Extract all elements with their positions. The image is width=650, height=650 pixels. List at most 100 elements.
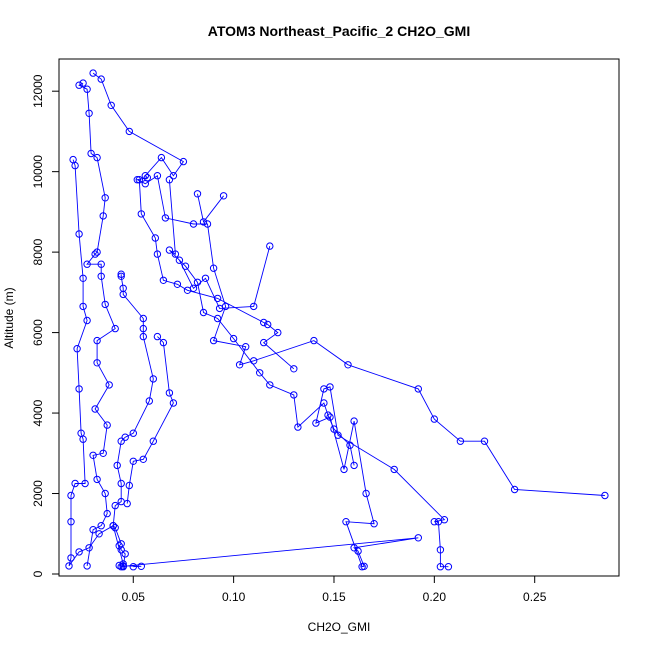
data-point [83, 316, 91, 325]
data-point [75, 548, 83, 556]
data-point [434, 518, 443, 526]
series-9 [193, 190, 228, 226]
data-point [137, 562, 146, 570]
data-point [370, 520, 378, 528]
data-point [119, 290, 127, 299]
data-point [430, 518, 438, 526]
x-tick-label: 0.15 [322, 590, 346, 604]
data-point [346, 441, 354, 449]
data-point [149, 437, 158, 445]
data-point [199, 218, 208, 226]
data-point [117, 270, 125, 278]
y-axis-label: Altitude (m) [2, 287, 16, 348]
data-point [213, 314, 222, 323]
data-point [97, 522, 105, 530]
data-point [344, 361, 352, 369]
data-point [340, 465, 348, 474]
data-point [161, 214, 170, 222]
data-point [235, 361, 244, 369]
data-point [95, 530, 103, 538]
data-point [75, 230, 83, 238]
data-point [312, 419, 320, 427]
y-tick-label: 0 [31, 570, 45, 577]
data-point [165, 389, 174, 397]
data-point [129, 457, 138, 465]
data-point [139, 324, 148, 333]
data-point [165, 176, 174, 184]
data-point [151, 234, 160, 242]
y-tick-label: 12000 [31, 74, 45, 108]
data-point [109, 522, 117, 530]
data-point [250, 302, 258, 311]
data-point [444, 563, 453, 571]
data-point [153, 332, 162, 341]
data-point [173, 280, 182, 288]
data-point [362, 489, 370, 498]
data-point [153, 250, 162, 258]
data-point [324, 411, 332, 419]
data-point [89, 69, 97, 77]
y-axis: 0 2000 4000 6000 8000 10000 12000 [31, 74, 60, 577]
data-point [274, 328, 282, 337]
data-point [159, 276, 168, 284]
series-line [119, 386, 449, 568]
data-point [189, 220, 198, 228]
data-point [209, 336, 218, 345]
series-line [197, 193, 224, 223]
data-point [169, 399, 178, 407]
data-point [480, 437, 489, 445]
data-point [67, 554, 75, 562]
data-point [79, 302, 87, 311]
data-point [105, 381, 113, 389]
data-point [320, 399, 328, 407]
series-5 [109, 270, 158, 571]
data-point [123, 499, 131, 508]
data-point [213, 294, 222, 303]
data-point [83, 562, 91, 570]
data-point [91, 250, 99, 258]
data-point [159, 338, 168, 347]
data-point [103, 509, 111, 518]
data-point [601, 491, 609, 500]
data-point [73, 345, 81, 353]
x-axis-label: CH2O_GMI [308, 620, 371, 634]
data-point [219, 192, 228, 200]
data-point [117, 272, 125, 280]
data-point [115, 542, 123, 550]
x-tick-label: 0.05 [122, 590, 146, 604]
chart-title: ATOM3 Northeast_Pacific_2 CH2O_GMI [208, 23, 470, 39]
data-point [510, 485, 519, 494]
data-point [111, 324, 119, 333]
data-point [129, 563, 138, 571]
data-point [91, 405, 99, 413]
data-point [456, 437, 465, 445]
data-point [436, 546, 445, 554]
data-point [65, 562, 73, 570]
data-point [93, 153, 101, 162]
data-point [99, 449, 107, 457]
data-point [139, 455, 148, 463]
data-point [79, 435, 87, 443]
data-point [215, 304, 224, 313]
data-point [101, 300, 109, 309]
data-layer [65, 69, 609, 571]
data-point [125, 127, 134, 136]
series-7 [165, 176, 358, 470]
data-point [342, 518, 350, 526]
series-line [68, 159, 124, 567]
data-point [294, 423, 302, 431]
data-point [75, 385, 83, 393]
data-point [89, 451, 97, 459]
data-point [354, 547, 362, 555]
data-point [179, 157, 188, 166]
data-point [117, 479, 125, 488]
series-line [168, 179, 355, 466]
data-point [117, 546, 125, 554]
data-point [201, 274, 210, 282]
data-point [430, 415, 438, 423]
data-point [97, 75, 105, 83]
data-point [75, 81, 83, 89]
data-point [242, 343, 250, 351]
data-point [290, 391, 298, 399]
data-point [93, 475, 101, 484]
